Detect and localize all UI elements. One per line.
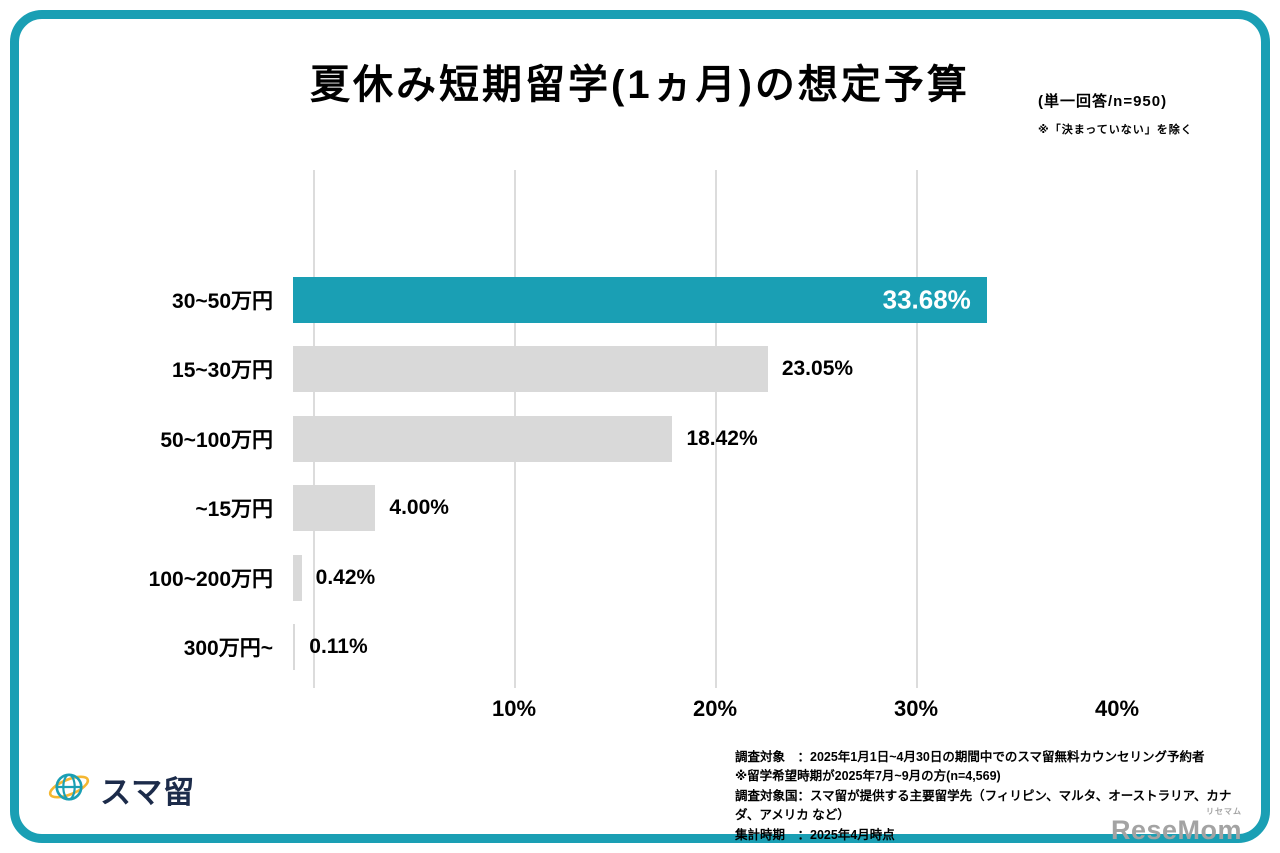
value-label: 4.00%	[389, 496, 449, 520]
watermark-ruby: リセマム	[1206, 807, 1242, 816]
chart-row: 300万円~ 0.11%	[20, 613, 1117, 683]
category-label: 300万円~	[183, 637, 273, 661]
watermark: リセマム ReseMom	[1111, 806, 1242, 846]
category-label: ~15万円	[195, 498, 273, 522]
brand-logo: スマ留	[46, 766, 195, 813]
x-tick-label: 40%	[1094, 696, 1140, 721]
bar	[293, 485, 376, 532]
category-label: 50~100万円	[160, 428, 273, 452]
value-label: 23.05%	[781, 357, 854, 381]
bar: 33.68%	[293, 276, 987, 323]
footnote-line: ※留学希望時期が2025年7月~9月の方(n=4,569)	[735, 769, 1001, 784]
footnotes: 調査対象 ：2025年1月1日~4月30日の期間中でのスマ留無料カウンセリング予…	[735, 748, 1245, 845]
bar	[293, 624, 296, 671]
footnote-line: 集計時期 ：2025年4月時点	[735, 827, 895, 842]
globe-icon	[46, 766, 92, 813]
exclusion-note: ※「決まっていない」を除く	[1038, 124, 1193, 136]
bar	[293, 554, 302, 601]
chart-row: 15~30万円 23.05%	[20, 335, 1117, 405]
bar	[293, 415, 673, 462]
x-axis-ticks: 10% 20% 30% 40%	[313, 696, 1139, 730]
footnote-line: 調査対象国：スマ留が提供する主要留学先（フィリピン、マルタ、オーストラリア、カナ…	[735, 788, 1232, 823]
chart-title: 夏休み短期留学(1ヵ月)の想定予算	[310, 63, 970, 107]
sample-size-label: (単一回答/n=950)	[1038, 93, 1168, 110]
chart-row: 30~50万円 33.68%	[20, 265, 1117, 335]
bar-track: 0.42%	[293, 554, 1117, 601]
value-label: 0.11%	[309, 635, 368, 659]
chart-row: ~15万円 4.00%	[20, 474, 1117, 544]
bar-track: 23.05%	[293, 346, 1117, 393]
gridline	[916, 170, 918, 688]
value-label: 18.42%	[686, 426, 758, 450]
chart-row: 50~100万円 18.42%	[20, 404, 1117, 474]
gridline	[715, 170, 717, 688]
bar-track: 0.11%	[293, 624, 1117, 671]
category-label: 15~30万円	[172, 359, 273, 383]
watermark-text: ReseMom	[1110, 815, 1242, 845]
bar-rows: 30~50万円 33.68% 15~30万円 23.05% 50~100万円 18.42%…	[20, 265, 1117, 682]
value-label: 33.68%	[882, 284, 971, 315]
chart-subtitle-block: (単一回答/n=950) ※「決まっていない」を除く	[1038, 90, 1228, 137]
bar-track: 33.68%	[293, 276, 1117, 323]
x-tick-label: 10%	[491, 696, 537, 721]
bar	[293, 346, 768, 393]
x-tick-label: 20%	[692, 696, 738, 721]
x-tick-label: 30%	[893, 696, 939, 721]
category-label: 30~50万円	[172, 289, 273, 313]
chart-row: 100~200万円 0.42%	[20, 543, 1117, 613]
value-label: 0.42%	[315, 565, 376, 589]
bar-track: 4.00%	[293, 485, 1117, 532]
footnote-line: 調査対象 ：2025年1月1日~4月30日の期間中でのスマ留無料カウンセリング予…	[735, 750, 1205, 764]
category-label: 100~200万円	[148, 567, 273, 591]
bar-track: 18.42%	[293, 415, 1117, 462]
logo-text: スマ留	[100, 775, 196, 810]
